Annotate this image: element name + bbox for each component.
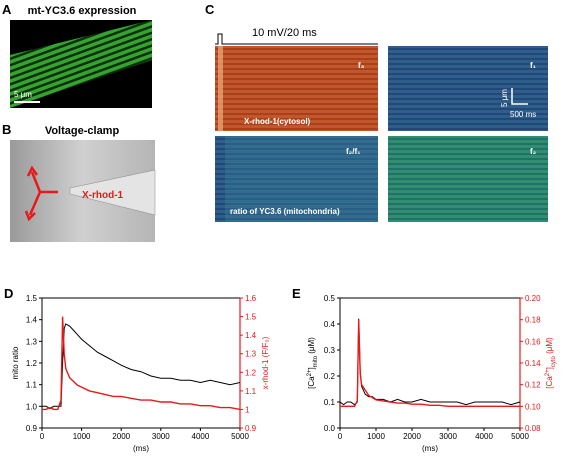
arrows xyxy=(24,165,58,222)
x-tick-label: 5000 xyxy=(231,432,249,441)
x-tick-label: 2000 xyxy=(403,432,421,441)
panel-title: Voltage-clamp xyxy=(45,125,120,137)
y-tick-label: 0.3 xyxy=(324,346,336,355)
x-tick-label: 4000 xyxy=(475,432,493,441)
axis-label-part: 2+ xyxy=(307,369,313,376)
cell-image xyxy=(10,20,152,108)
panel-letter: E xyxy=(292,286,301,301)
plot-frame xyxy=(339,297,521,429)
linescan-image xyxy=(215,136,378,222)
y2-tick-label: 0.14 xyxy=(525,359,541,368)
y2-axis-label: x-rhod-1 (F/F₀) xyxy=(261,336,270,389)
y2-tick-label: 1.5 xyxy=(245,313,257,322)
y-tick-label: 0.5 xyxy=(324,294,336,303)
x-tick-label: 1000 xyxy=(73,432,91,441)
image-tag: f₃ xyxy=(358,61,365,70)
axis-label-part: [Ca xyxy=(307,376,316,389)
dye-label: X-rhod-1 xyxy=(82,190,124,201)
y2-tick-label: 1 xyxy=(245,405,250,414)
y-tick-label: 1.3 xyxy=(26,337,38,346)
protocol-label: 10 mV/20 ms xyxy=(252,27,317,39)
x-tick-label: 5000 xyxy=(511,432,529,441)
y-tick-label: 1.0 xyxy=(26,402,38,411)
x-tick-label: 2000 xyxy=(112,432,130,441)
axis-label-part: ] xyxy=(545,367,554,369)
y-tick-label: 0.0 xyxy=(324,424,336,433)
linescan-image xyxy=(388,46,548,131)
y-tick-label: 0.9 xyxy=(26,424,38,433)
x-tick-label: 4000 xyxy=(192,432,210,441)
image-tag: f₂/f₁ xyxy=(346,147,361,156)
scale-label: 5 μm xyxy=(14,90,32,99)
y2-tick-label: 0.12 xyxy=(525,381,541,390)
x-tick-label: 0 xyxy=(40,432,45,441)
axis-label-part: (μM) xyxy=(545,337,554,356)
y-tick-label: 0.2 xyxy=(324,372,336,381)
scale-bar xyxy=(511,88,528,105)
x-axis-label: (ms) xyxy=(422,444,438,453)
y2-tick-label: 1.6 xyxy=(245,294,257,303)
x-tick-label: 0 xyxy=(338,432,343,441)
response-overlay xyxy=(225,136,378,222)
data-line xyxy=(340,319,520,407)
axis-label-part: ] xyxy=(307,367,316,369)
axis-label: [Ca2+]mito (μM) xyxy=(307,337,319,389)
image-tag: f₂ xyxy=(530,147,537,156)
y2-tick-label: 0.08 xyxy=(525,424,541,433)
scale-label: 5 μm xyxy=(500,89,509,107)
linescan-image xyxy=(388,136,548,222)
axis-label-part: mito xyxy=(313,355,319,367)
panel-letter: D xyxy=(4,286,13,301)
x-axis-label: (ms) xyxy=(133,444,149,453)
linescan-image xyxy=(215,46,378,131)
y-tick-label: 1.1 xyxy=(26,381,38,390)
y-tick-label: 1.5 xyxy=(26,294,38,303)
y2-tick-label: 0.18 xyxy=(525,316,541,325)
panel-title: mt-YC3.6 expression xyxy=(28,5,137,17)
y2-tick-label: 0.16 xyxy=(525,337,541,346)
axis-label-part: (μM) xyxy=(307,337,316,356)
data-line xyxy=(42,316,241,411)
y2-tick-label: 1.4 xyxy=(245,331,257,340)
x-tick-label: 3000 xyxy=(152,432,170,441)
axis-label-part: 2+ xyxy=(545,369,551,376)
panel-letter: A xyxy=(2,2,12,17)
data-line xyxy=(42,323,241,410)
panel-letter: C xyxy=(205,2,215,17)
y-tick-label: 0.4 xyxy=(324,320,336,329)
image-caption: X-rhod-1(cytosol) xyxy=(244,117,311,126)
image-tag: f₁ xyxy=(530,61,537,70)
axis-label-part: cyto xyxy=(551,355,557,367)
pipette xyxy=(69,169,156,216)
y-axis-label: mito ratio xyxy=(11,346,20,379)
image-caption: ratio of YC3.6 (mitochondria) xyxy=(230,207,340,216)
plot-frame xyxy=(41,297,241,429)
y-tick-label: 0.1 xyxy=(324,398,336,407)
voltage-protocol xyxy=(215,33,378,45)
y-tick-label: 1.4 xyxy=(26,316,38,325)
axis-label-part: [Ca xyxy=(545,376,554,389)
y2-tick-label: 0.20 xyxy=(525,294,541,303)
y-tick-label: 1.2 xyxy=(26,359,38,368)
axis-label: [Ca2+]cyto (μM) xyxy=(545,337,557,389)
y2-tick-label: 0.9 xyxy=(245,424,257,433)
x-tick-label: 3000 xyxy=(439,432,457,441)
y2-tick-label: 1.3 xyxy=(245,350,257,359)
y2-tick-label: 1.1 xyxy=(245,387,257,396)
y2-tick-label: 0.10 xyxy=(525,402,541,411)
panel-letter: B xyxy=(2,122,11,137)
x-tick-label: 1000 xyxy=(367,432,385,441)
y2-tick-label: 1.2 xyxy=(245,368,257,377)
scale-label: 500 ms xyxy=(510,110,536,119)
stimulus-band xyxy=(218,46,223,131)
